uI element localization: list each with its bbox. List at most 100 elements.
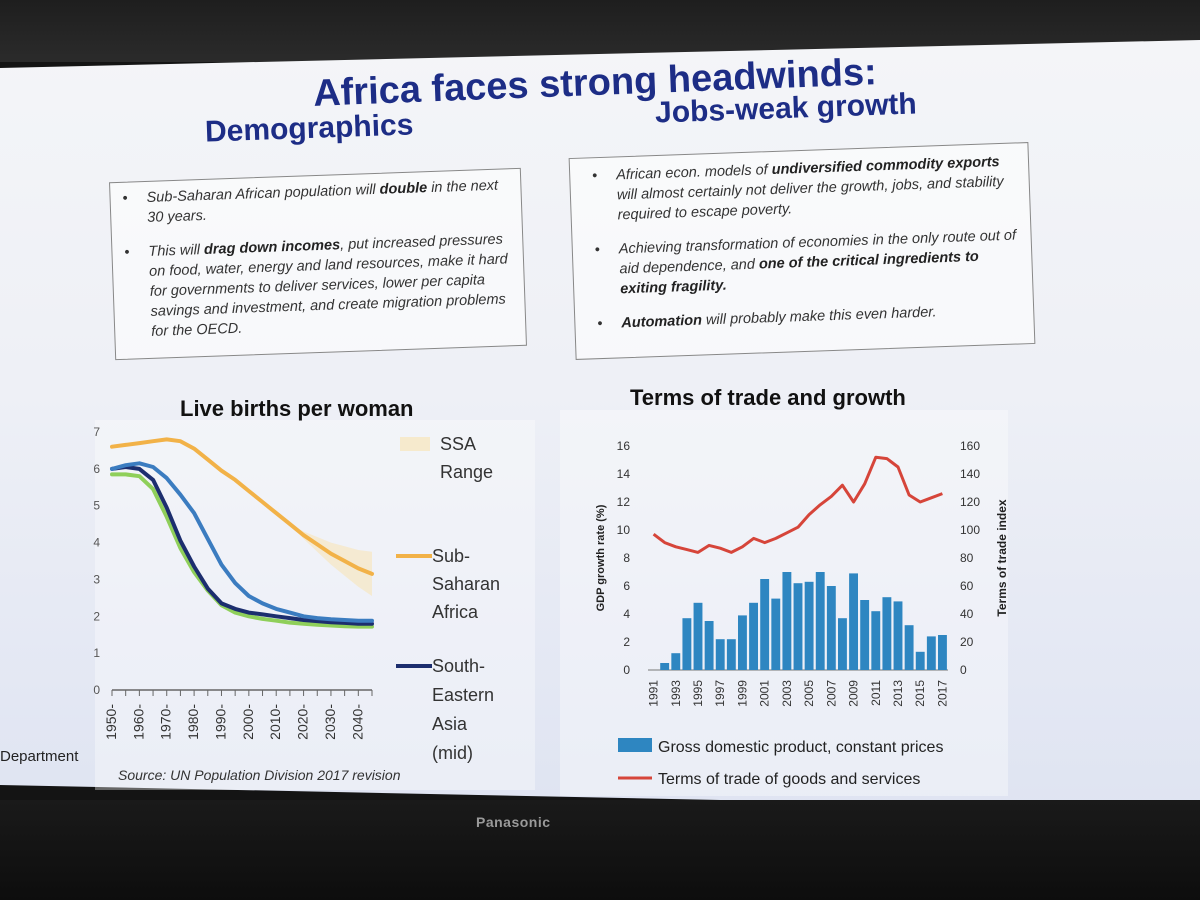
trade-y2-axis-label: Terms of trade index	[995, 499, 1009, 616]
gdp-bar	[726, 639, 736, 670]
gdp-bar	[760, 579, 770, 670]
gdp-bar	[826, 586, 836, 670]
trade-x-tick-label: 1995	[691, 680, 705, 707]
trade-x-tick-label: 2017	[935, 680, 949, 707]
gdp-bar	[671, 653, 681, 670]
trade-y2-tick-label: 20	[960, 635, 974, 649]
gdp-bar	[704, 621, 714, 670]
trade-x-tick-label: 1993	[669, 680, 683, 707]
trade-x-tick-label: 2007	[824, 680, 838, 707]
terms-of-trade-line	[652, 455, 943, 554]
legend-sea-word: South-	[432, 656, 485, 676]
trade-y2-tick-label: 120	[960, 495, 980, 509]
trade-x-tick-label: 2013	[891, 680, 905, 707]
gdp-bar	[693, 602, 703, 670]
trade-y2-tick-label: 40	[960, 607, 974, 621]
trade-y-tick-label: 14	[617, 467, 631, 481]
gdp-bar	[926, 636, 936, 670]
trade-x-tick-label: 2003	[780, 680, 794, 707]
births-y-tick-label: 3	[93, 572, 100, 586]
births-y-tick-label: 0	[93, 683, 100, 697]
trade-y2-tick-label: 0	[960, 663, 967, 677]
trade-x-tick-label: 2011	[869, 680, 883, 706]
gdp-bar	[749, 602, 758, 670]
legend-ssa-word: Saharan	[432, 574, 500, 594]
gdp-bar	[815, 572, 825, 670]
source-note: Source: UN Population Division 2017 revi…	[118, 767, 401, 783]
gdp-bar	[882, 597, 892, 670]
births-x-tick-label: 2030-	[322, 704, 338, 740]
gdp-bar	[915, 651, 925, 670]
trade-y-tick-label: 8	[623, 551, 630, 565]
births-x-tick-label: 2020-	[295, 704, 311, 740]
trade-y-tick-label: 6	[623, 579, 630, 593]
births-y-tick-label: 5	[93, 499, 100, 513]
trade-y2-tick-label: 100	[960, 523, 980, 537]
trade-legend: Gross domestic product, constant prices T…	[618, 738, 943, 788]
monitor-bezel-bottom	[0, 800, 1200, 900]
gdp-bar	[771, 598, 781, 670]
legend-ssa-range-line2: Range	[440, 462, 493, 482]
births-y-tick-label: 7	[93, 425, 100, 439]
gdp-bar	[793, 583, 803, 670]
legend-sea-word: Eastern	[432, 685, 494, 705]
gdp-bar	[682, 618, 692, 670]
trade-y-axis-label: GDP growth rate (%)	[595, 504, 607, 611]
trade-x-tick-label: 2009	[847, 680, 861, 707]
births-x-tick-label: 1970-	[158, 704, 174, 740]
gdp-bar	[871, 611, 881, 670]
ssa-range-swatch	[400, 437, 430, 451]
births-x-tick-label: 2010-	[267, 704, 283, 740]
tot-legend-label: Terms of trade of goods and services	[658, 771, 920, 788]
legend-ssa-range-line1: SSA	[440, 434, 476, 454]
trade-bars	[660, 572, 947, 670]
legend-sea-word: Asia	[432, 714, 468, 734]
legend-ssa-word: Sub-	[432, 546, 470, 566]
legend-sea-word: (mid)	[432, 743, 473, 763]
gdp-bar	[893, 601, 903, 670]
series-line-1	[110, 465, 374, 626]
gdp-bar	[782, 572, 792, 670]
gdp-bar	[838, 618, 847, 670]
gdp-bar	[804, 581, 814, 670]
trade-y2-tick-label: 60	[960, 579, 974, 593]
trade-y-tick-label: 0	[623, 663, 630, 677]
births-x-tick-label: 1960-	[130, 704, 146, 740]
trade-y2-tick-label: 140	[960, 467, 980, 481]
trade-x-tick-label: 1997	[713, 680, 727, 707]
births-legend: SSA Range Sub- Saharan Africa South- Eastern As…	[396, 434, 500, 763]
births-axes: 0 1 2 3 4 5 6 7 1950- 1960- 1970- 1980- 1990- 2000- 20…	[93, 425, 373, 740]
department-label: Department	[0, 748, 79, 765]
births-y-tick-label: 2	[93, 609, 100, 623]
births-x-tick-label: 1990-	[212, 704, 228, 740]
gdp-bar	[938, 635, 947, 670]
births-x-tick-label: 1980-	[185, 704, 201, 740]
gdp-bar	[860, 600, 870, 670]
legend-ssa-word: Africa	[432, 602, 479, 622]
series-line-2	[110, 461, 374, 623]
trade-x-tick-label: 2005	[802, 680, 816, 707]
gdp-bar	[738, 615, 747, 670]
births-x-tick-label: 2040-	[349, 704, 365, 740]
trade-x-tick-label: 2015	[913, 680, 927, 707]
gdp-bar	[904, 625, 914, 670]
gdp-bar	[715, 639, 725, 670]
gdp-legend-label: Gross domestic product, constant prices	[658, 739, 943, 756]
trade-x-tick-label: 1999	[735, 680, 749, 707]
births-x-tick-label: 2000-	[240, 704, 256, 740]
births-x-tick-label: 1950-	[103, 704, 119, 740]
trade-chart-title: Terms of trade and growth	[630, 385, 906, 410]
births-lines	[110, 437, 374, 629]
trade-y-tick-label: 4	[623, 607, 630, 621]
series-line-3	[110, 472, 374, 629]
births-y-tick-label: 6	[93, 462, 100, 476]
gdp-legend-swatch	[618, 738, 652, 752]
gdp-bar	[660, 663, 670, 670]
trade-x-tick-label: 2001	[758, 680, 772, 707]
trade-y-tick-label: 16	[617, 439, 631, 453]
births-y-tick-label: 1	[93, 646, 100, 660]
trade-line	[652, 455, 943, 554]
